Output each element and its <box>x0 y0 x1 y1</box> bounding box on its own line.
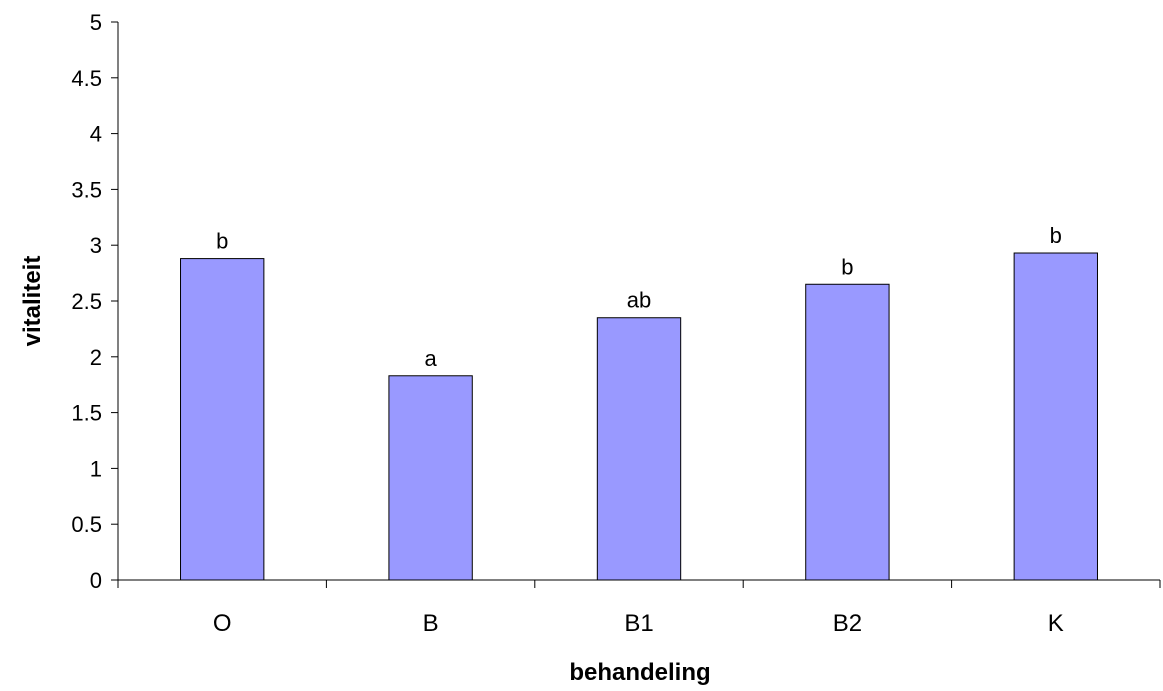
y-tick-label: 3.5 <box>71 177 102 202</box>
y-tick-label: 1 <box>90 456 102 481</box>
x-tick-label: K <box>1048 610 1064 637</box>
y-tick-label: 0 <box>90 568 102 593</box>
data-label: b <box>841 254 853 279</box>
data-label: b <box>1050 223 1062 248</box>
y-tick-label: 5 <box>90 10 102 35</box>
data-label: b <box>216 229 228 254</box>
y-tick-label: 2.5 <box>71 289 102 314</box>
bar-O <box>180 258 265 581</box>
y-tick-label: 1.5 <box>71 401 102 426</box>
bar-B <box>388 375 473 581</box>
y-tick-label: 4 <box>90 122 102 147</box>
y-tick-label: 3 <box>90 233 102 258</box>
x-tick-label: B2 <box>833 610 862 637</box>
bars <box>180 252 1098 581</box>
data-label: a <box>424 346 437 371</box>
x-tick-label: B <box>423 610 439 637</box>
x-tick-label: O <box>213 610 232 637</box>
y-tick-label: 4.5 <box>71 66 102 91</box>
y-tick-label: 0.5 <box>71 512 102 537</box>
y-tick-label: 2 <box>90 345 102 370</box>
y-axis-title: vitaliteit <box>19 256 46 347</box>
bar-B1 <box>596 317 682 581</box>
x-axis-title: behandeling <box>569 659 710 686</box>
bar-K <box>1013 252 1098 581</box>
data-labels: b a ab b b <box>216 223 1062 371</box>
bar-B2 <box>805 283 890 581</box>
y-axis: 0 0.5 1 1.5 2 2.5 3 3.5 4 4.5 5 <box>71 10 119 593</box>
data-label: ab <box>627 288 651 313</box>
x-axis: O B B1 B2 K <box>117 579 1161 637</box>
x-tick-label: B1 <box>624 610 653 637</box>
